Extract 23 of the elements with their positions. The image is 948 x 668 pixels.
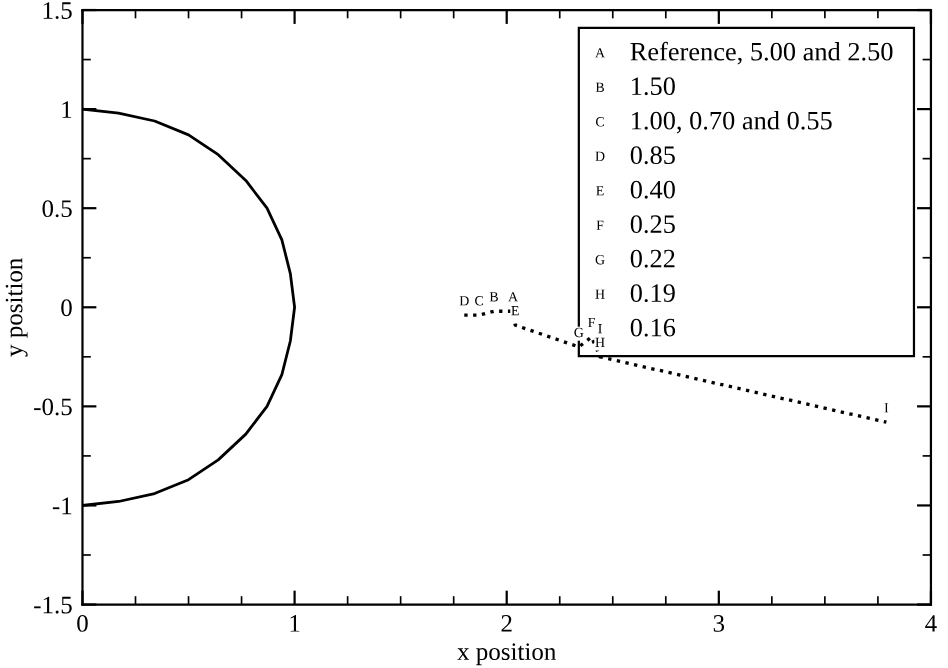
annotation: 0.22: [630, 249, 675, 268]
y-tick-label: -0.5: [34, 398, 72, 416]
annotation: 0.85: [630, 146, 675, 165]
y-tick-label: 1.5: [43, 2, 72, 20]
x-tick-label: 3: [713, 615, 725, 632]
annotation: 0.40: [630, 180, 675, 199]
x-tick-label: 1: [290, 615, 300, 632]
x-tick-label: 4: [925, 615, 937, 632]
y-tick-label: -1: [52, 497, 72, 515]
x-tick-label: 2: [501, 615, 512, 632]
y-axis-title: y position: [5, 258, 28, 357]
x-axis-title: x position: [457, 643, 556, 666]
annotation: 0.25: [630, 215, 675, 234]
annotation: 1.00, 0.70 and 0.55: [632, 111, 832, 134]
annotation: 1.50: [632, 77, 675, 96]
x-tick-label: 0: [77, 614, 88, 632]
y-tick-label: 0: [61, 299, 72, 317]
y-tick-label: 0.5: [42, 200, 72, 218]
y-tick-label: 1: [62, 101, 72, 118]
y-tick-label: -1.5: [34, 596, 72, 614]
annotation: Reference, 5.00 and 2.50: [630, 41, 893, 65]
annotation: 0.16: [630, 318, 676, 337]
annotation: 0.19: [630, 284, 675, 303]
